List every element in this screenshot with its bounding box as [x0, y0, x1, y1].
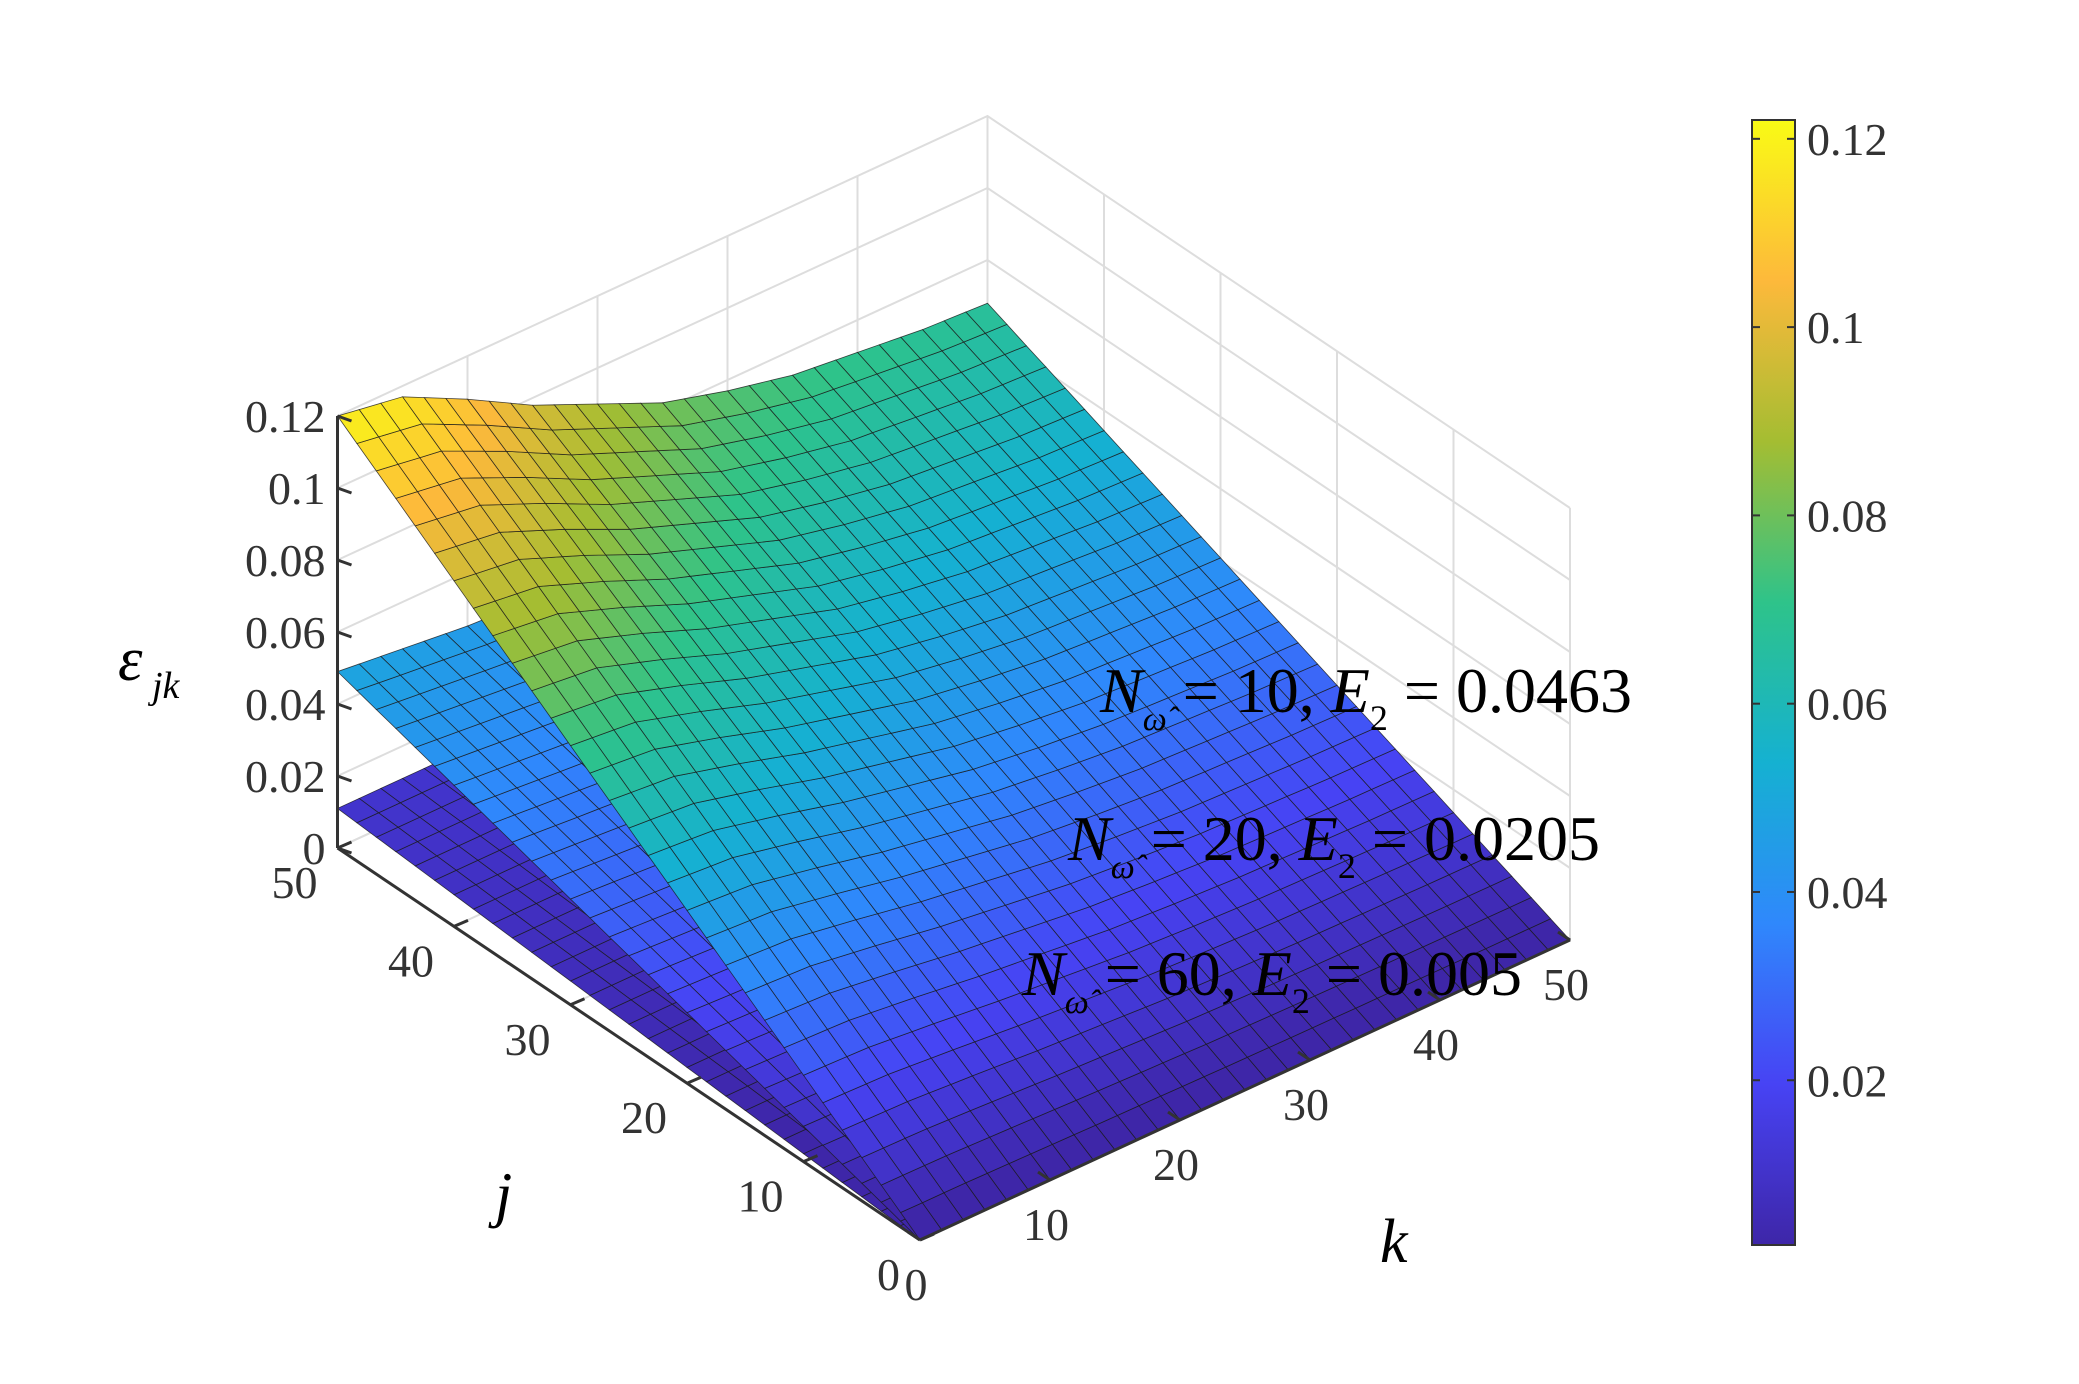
colorbar-gradient [1751, 119, 1796, 1246]
z-tick-label: 0 [303, 823, 326, 874]
colorbar-tick-label: 0.1 [1807, 302, 1865, 353]
j-tick-mark [686, 1075, 702, 1085]
colorbar-tick-label: 0.06 [1807, 679, 1888, 730]
k-axis-line [919, 938, 1571, 1242]
z-tick-mark [336, 414, 353, 423]
j-axis-label: j [488, 1161, 512, 1229]
j-tick-mark [919, 1232, 935, 1242]
j-tick-mark [802, 1154, 819, 1163]
j-tick-label: 40 [388, 935, 434, 986]
series-annotation: Nω̂ = 60, E2 = 0.005 [1021, 938, 1522, 1021]
colorbar: 0.02 0.04 0.06 0.08 0.1 0.12 [1751, 114, 1888, 1246]
j-tick-label: 0 [877, 1249, 900, 1300]
k-tick-mark [1557, 930, 1571, 942]
grid-line [337, 114, 1571, 509]
k-tick-label: 30 [1283, 1079, 1329, 1130]
grid-line [337, 186, 1571, 581]
svg-text:Nω̂ = 10, E2 = 0.0463: Nω̂ = 10, E2 = 0.0463 [1099, 655, 1632, 738]
svg-text:Nω̂ = 20, E2 = 0.0205: Nω̂ = 20, E2 = 0.0205 [1067, 803, 1600, 886]
svg-text:Nω̂ = 60, E2 = 0.005: Nω̂ = 60, E2 = 0.005 [1021, 938, 1522, 1021]
z-tick-label: 0.08 [245, 535, 326, 586]
z-tick-mark [336, 486, 353, 495]
j-tick-label: 50 [272, 857, 318, 908]
z-tick-mark [336, 558, 353, 567]
z-tick-label: 0.1 [268, 463, 326, 514]
k-axis-label: k [1380, 1208, 1409, 1276]
j-tick-label: 20 [621, 1092, 667, 1143]
surface-patch [336, 797, 380, 824]
z-tick-mark [336, 630, 353, 639]
colorbar-tick-label: 0.12 [1807, 114, 1888, 165]
colorbar-tick-label: 0.04 [1807, 867, 1888, 918]
k-tick-mark [907, 1230, 921, 1242]
colorbar-tick-label: 0.08 [1807, 490, 1888, 541]
z-tick-label: 0.02 [245, 751, 326, 802]
z-tick-label: 0.06 [245, 607, 326, 658]
k-tick-label: 40 [1413, 1019, 1459, 1070]
series-annotation: Nω̂ = 20, E2 = 0.0205 [1067, 803, 1600, 886]
j-tick-label: 10 [738, 1171, 784, 1222]
z-axis-label: ε [118, 626, 143, 694]
surface-patch [336, 409, 380, 444]
k-tick-mark [1037, 1170, 1051, 1182]
surfaces [336, 302, 1571, 1241]
surface-series [336, 302, 1571, 1241]
colorbar-tick-label: 0.02 [1807, 1055, 1888, 1106]
k-tick-label: 20 [1153, 1139, 1199, 1190]
z-axis-label-sub: jk [147, 665, 181, 707]
k-tick-label: 0 [905, 1259, 928, 1310]
k-tick-label: 50 [1543, 959, 1589, 1010]
k-tick-mark [1167, 1110, 1181, 1122]
surface-patch [336, 663, 380, 691]
k-tick-mark [1297, 1050, 1311, 1062]
z-tick-mark [336, 774, 353, 783]
z-tick-label: 0.04 [245, 679, 326, 730]
z-tick-mark [336, 846, 353, 855]
series-annotation: Nω̂ = 10, E2 = 0.0463 [1099, 655, 1632, 738]
k-tick-mark [1427, 990, 1441, 1002]
z-tick-mark [336, 702, 353, 711]
j-tick-mark [569, 997, 586, 1007]
j-tick-mark [336, 840, 353, 850]
j-tick-label: 30 [505, 1014, 551, 1065]
annotations: Nω̂ = 10, E2 = 0.0463 Nω̂ = 20, E2 = 0.02… [1021, 655, 1632, 1021]
k-tick-label: 10 [1023, 1199, 1069, 1250]
axes [336, 414, 1571, 1242]
z-tick-label: 0.12 [245, 391, 326, 442]
j-tick-mark [453, 919, 469, 928]
j-axis-line [336, 846, 921, 1242]
